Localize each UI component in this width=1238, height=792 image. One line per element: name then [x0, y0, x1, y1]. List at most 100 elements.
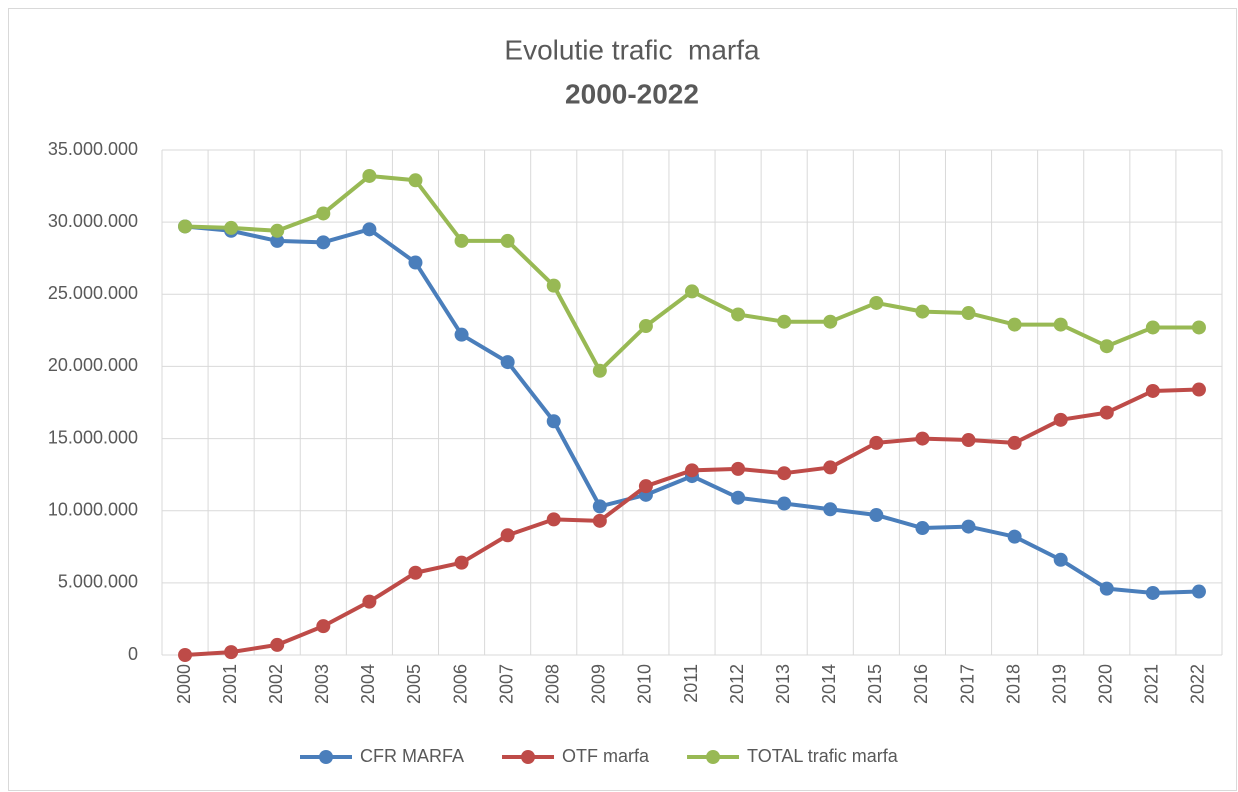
series-marker: [454, 233, 469, 248]
series-marker: [1145, 383, 1160, 398]
series-marker: [961, 306, 976, 321]
series-marker: [1099, 405, 1114, 420]
series-marker: [592, 513, 607, 528]
series-marker: [1099, 581, 1114, 596]
series-marker: [362, 222, 377, 237]
x-tick-label: 2001: [220, 664, 240, 704]
legend-marker: [706, 750, 721, 764]
series-marker: [869, 508, 884, 523]
series-marker: [270, 223, 285, 238]
series-marker: [316, 235, 331, 250]
x-tick-label: 2003: [312, 664, 332, 704]
series-marker: [362, 594, 377, 609]
series-marker: [546, 414, 561, 429]
y-tick-label: 25.000.000: [48, 283, 138, 303]
series-marker: [178, 648, 193, 662]
series-marker: [1007, 529, 1022, 544]
series-marker: [592, 499, 607, 514]
series-marker: [731, 461, 746, 476]
x-tick-label: 2006: [450, 664, 470, 704]
x-tick-label: 2007: [496, 664, 516, 704]
x-tick-label: 2022: [1188, 664, 1208, 704]
series-marker: [777, 466, 792, 481]
x-tick-label: 2015: [865, 664, 885, 704]
y-tick-label: 35.000.000: [48, 139, 138, 159]
x-tick-label: 2012: [727, 664, 747, 704]
series-marker: [1053, 552, 1068, 567]
series-marker: [777, 314, 792, 329]
series-marker: [316, 206, 331, 221]
series-marker: [178, 219, 193, 234]
series-marker: [731, 307, 746, 322]
series-marker: [823, 460, 838, 475]
y-tick-label: 15.000.000: [48, 427, 138, 447]
series-marker: [1053, 317, 1068, 332]
x-tick-label: 2004: [358, 664, 378, 704]
x-tick-label: 2018: [1003, 664, 1023, 704]
x-tick-label: 2008: [542, 664, 562, 704]
series-marker: [500, 355, 515, 370]
series-marker: [961, 519, 976, 534]
series-marker: [500, 233, 515, 248]
x-tick-label: 2019: [1049, 664, 1069, 704]
series-marker: [638, 479, 653, 494]
series-marker: [454, 327, 469, 342]
series-marker: [1007, 317, 1022, 332]
series-marker: [362, 168, 377, 183]
series-marker: [915, 521, 930, 536]
legend-label: OTF marfa: [562, 746, 650, 766]
series-marker: [823, 314, 838, 329]
x-tick-label: 2013: [773, 664, 793, 704]
legend-marker: [521, 750, 536, 764]
chart-subtitle: 2000-2022: [565, 78, 699, 109]
series-marker: [1145, 585, 1160, 600]
series-marker: [1191, 382, 1206, 397]
series-marker: [915, 431, 930, 446]
series-marker: [224, 645, 239, 660]
y-tick-label: 0: [128, 644, 138, 664]
y-tick-label: 20.000.000: [48, 355, 138, 375]
series-marker: [408, 173, 423, 188]
x-tick-label: 2017: [957, 664, 977, 704]
x-tick-label: 2020: [1096, 664, 1116, 704]
series-marker: [731, 490, 746, 505]
series-marker: [546, 278, 561, 293]
series-marker: [1145, 320, 1160, 335]
x-tick-label: 2011: [681, 664, 701, 703]
series-marker: [1007, 435, 1022, 450]
series-marker: [270, 637, 285, 652]
series-marker: [592, 363, 607, 378]
series-marker: [869, 295, 884, 310]
series-marker: [961, 433, 976, 448]
series-marker: [1099, 339, 1114, 354]
x-tick-label: 2005: [404, 664, 424, 704]
series-marker: [408, 255, 423, 270]
y-tick-label: 10.000.000: [48, 499, 138, 519]
series-marker: [408, 565, 423, 580]
x-tick-label: 2021: [1142, 664, 1162, 704]
series-marker: [685, 463, 699, 478]
series-marker: [1191, 320, 1206, 335]
series-marker: [224, 220, 239, 235]
series-marker: [1053, 412, 1068, 427]
legend-label: CFR MARFA: [360, 746, 464, 766]
y-tick-label: 30.000.000: [48, 211, 138, 231]
series-marker: [823, 502, 838, 517]
series-marker: [1191, 584, 1206, 599]
legend-marker: [319, 750, 333, 764]
x-tick-label: 2002: [266, 664, 286, 704]
series-marker: [546, 512, 561, 527]
y-tick-label: 5.000.000: [58, 572, 138, 592]
series-marker: [500, 528, 515, 543]
x-tick-label: 2000: [174, 664, 194, 704]
x-tick-label: 2010: [635, 664, 655, 704]
series-marker: [454, 555, 469, 570]
legend-label: TOTAL trafic marfa: [747, 746, 899, 766]
x-tick-label: 2014: [819, 664, 839, 704]
chart-title: Evolutie trafic marfa: [504, 34, 760, 65]
series-marker: [777, 496, 792, 511]
series-marker: [869, 435, 884, 450]
series-marker: [316, 619, 331, 634]
series-marker: [915, 304, 930, 319]
